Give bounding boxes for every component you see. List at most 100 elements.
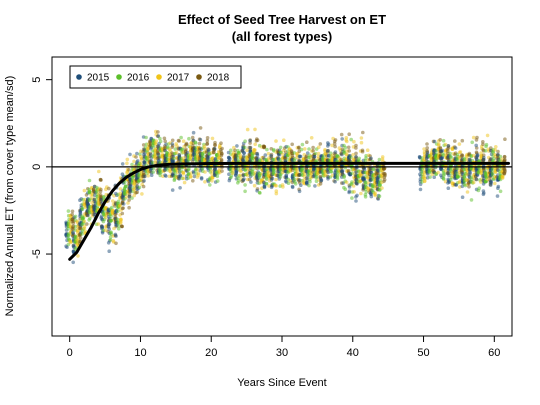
data-point-2018 bbox=[163, 139, 167, 144]
data-point-2015 bbox=[233, 158, 238, 162]
data-point-2015 bbox=[326, 170, 331, 175]
data-point-2018 bbox=[198, 126, 203, 130]
data-point-2016 bbox=[108, 235, 113, 239]
data-point-2016 bbox=[271, 171, 276, 176]
data-point-2016 bbox=[292, 177, 297, 182]
data-point-2015 bbox=[496, 152, 500, 157]
data-point-2016 bbox=[243, 145, 247, 150]
data-point-2015 bbox=[121, 202, 126, 206]
data-point-2016 bbox=[122, 191, 127, 195]
data-point-2016 bbox=[258, 191, 262, 195]
x-axis-label: Years Since Event bbox=[237, 377, 326, 389]
data-point-2018 bbox=[213, 143, 217, 147]
data-point-2015 bbox=[319, 178, 324, 183]
data-point-2017 bbox=[132, 159, 136, 164]
data-point-2018 bbox=[190, 135, 195, 140]
data-point-2016 bbox=[462, 182, 467, 187]
data-point-2015 bbox=[446, 186, 451, 190]
data-point-2017 bbox=[309, 136, 314, 140]
data-point-2018 bbox=[339, 132, 344, 137]
data-point-2016 bbox=[115, 217, 120, 222]
data-point-2018 bbox=[78, 226, 83, 230]
data-point-2017 bbox=[274, 189, 279, 193]
data-point-2016 bbox=[483, 171, 488, 176]
data-point-2015 bbox=[206, 155, 211, 159]
y-axis-label: Normalized Annual ET (from cover type me… bbox=[4, 76, 16, 317]
data-point-2018 bbox=[502, 167, 507, 172]
data-point-2016 bbox=[87, 178, 92, 183]
data-point-2018 bbox=[311, 149, 316, 153]
data-point-2016 bbox=[293, 182, 298, 186]
data-point-2018 bbox=[289, 149, 294, 153]
data-point-2017 bbox=[493, 148, 498, 152]
legend-label-2016: 2016 bbox=[127, 73, 150, 84]
data-point-2017 bbox=[274, 177, 278, 182]
data-point-2015 bbox=[368, 191, 373, 196]
data-point-2017 bbox=[380, 186, 384, 190]
data-point-2017 bbox=[238, 173, 242, 178]
data-point-2015 bbox=[171, 159, 176, 163]
data-point-2018 bbox=[311, 145, 315, 150]
data-point-2018 bbox=[70, 212, 74, 217]
data-point-2018 bbox=[205, 142, 209, 146]
data-point-2016 bbox=[208, 183, 212, 187]
data-point-2015 bbox=[71, 260, 75, 265]
data-point-2017 bbox=[280, 183, 285, 187]
data-point-2017 bbox=[118, 218, 123, 222]
data-point-2017 bbox=[154, 139, 159, 143]
data-point-2015 bbox=[347, 189, 352, 193]
data-point-2017 bbox=[380, 155, 385, 159]
data-point-2017 bbox=[132, 181, 136, 186]
x-axis: 0 10 20 30 40 50 60 bbox=[67, 336, 500, 359]
data-point-2015 bbox=[248, 149, 253, 153]
data-point-2015 bbox=[120, 162, 125, 166]
data-point-2016 bbox=[66, 227, 70, 231]
data-point-2016 bbox=[329, 170, 334, 174]
data-point-2015 bbox=[369, 194, 374, 199]
data-point-2016 bbox=[151, 143, 155, 148]
data-point-2018 bbox=[347, 132, 352, 136]
data-point-2017 bbox=[274, 139, 278, 143]
data-point-2017 bbox=[323, 173, 327, 178]
data-point-2018 bbox=[85, 222, 89, 226]
data-point-2015 bbox=[474, 177, 479, 181]
data-point-2015 bbox=[460, 171, 464, 176]
data-point-2015 bbox=[71, 230, 75, 235]
data-point-2018 bbox=[460, 138, 465, 143]
data-point-2016 bbox=[193, 140, 198, 144]
data-point-2018 bbox=[318, 182, 323, 186]
data-point-2018 bbox=[70, 209, 75, 214]
data-point-2015 bbox=[325, 149, 330, 153]
data-point-2018 bbox=[382, 175, 387, 179]
data-point-2016 bbox=[243, 139, 247, 143]
data-point-2018 bbox=[318, 142, 323, 146]
data-point-2018 bbox=[346, 145, 351, 150]
data-point-2017 bbox=[478, 180, 483, 184]
data-point-2018 bbox=[346, 168, 351, 173]
data-point-2015 bbox=[340, 137, 345, 141]
data-point-2015 bbox=[263, 153, 268, 157]
data-point-2017 bbox=[139, 154, 143, 159]
data-point-2015 bbox=[298, 154, 303, 159]
data-point-2017 bbox=[365, 148, 370, 152]
data-point-2017 bbox=[471, 180, 476, 185]
data-point-2018 bbox=[347, 149, 352, 153]
data-point-2015 bbox=[142, 179, 146, 183]
data-point-2017 bbox=[479, 171, 483, 175]
data-point-2017 bbox=[436, 170, 440, 175]
data-point-2016 bbox=[151, 160, 155, 165]
data-point-2017 bbox=[423, 179, 427, 183]
data-point-2017 bbox=[140, 192, 144, 196]
y-tick-label: 5 bbox=[31, 77, 43, 83]
data-point-2017 bbox=[352, 190, 356, 194]
data-point-2017 bbox=[182, 180, 187, 185]
data-point-2016 bbox=[448, 151, 453, 156]
data-point-2016 bbox=[377, 157, 382, 162]
data-point-2018 bbox=[233, 148, 237, 153]
data-point-2018 bbox=[446, 149, 450, 153]
data-point-2018 bbox=[205, 138, 210, 143]
data-point-2018 bbox=[98, 177, 103, 182]
data-point-2016 bbox=[483, 149, 488, 153]
data-point-2016 bbox=[158, 139, 163, 144]
